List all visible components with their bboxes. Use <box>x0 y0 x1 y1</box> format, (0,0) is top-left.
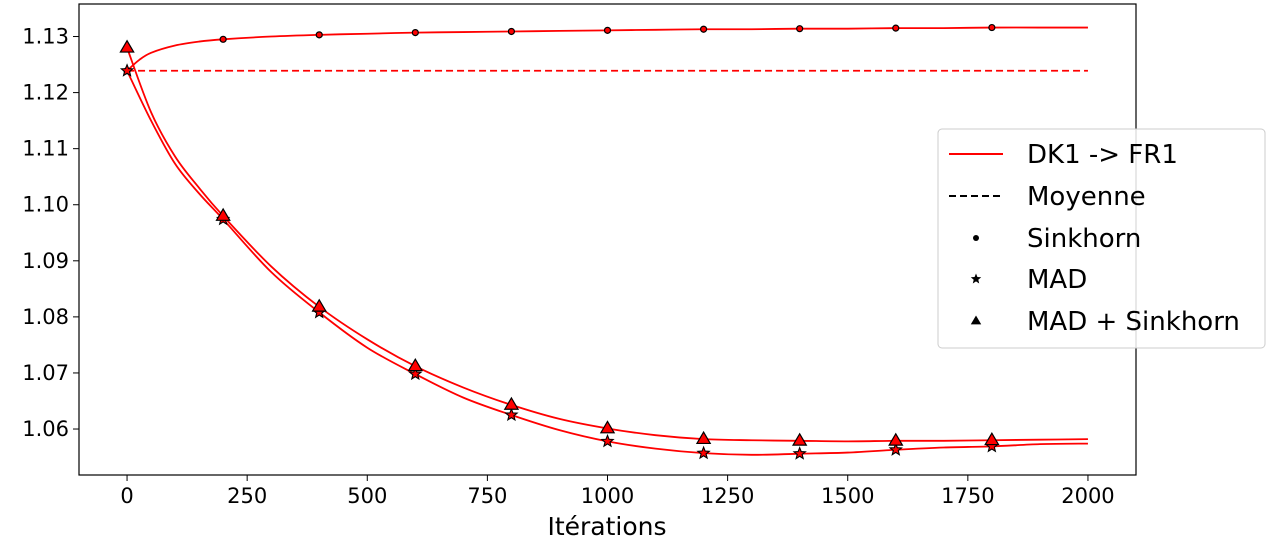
x-tick-label: 750 <box>467 484 507 508</box>
marker-mad-sinkhorn <box>215 207 231 221</box>
y-tick-label: 1.06 <box>22 417 69 441</box>
y-tick-label: 1.10 <box>22 193 69 217</box>
y-tick-label: 1.13 <box>22 25 69 49</box>
x-tick-label: 2000 <box>1061 484 1114 508</box>
marker-mad-sinkhorn <box>599 420 616 434</box>
marker-mad-sinkhorn <box>984 432 1000 446</box>
marker-mad <box>792 446 807 460</box>
x-tick-label: 1250 <box>701 484 754 508</box>
marker-mad-sinkhorn <box>119 39 135 53</box>
marker-mad-sinkhorn <box>407 358 424 372</box>
series-line-mad-sinkhorn <box>126 47 1088 443</box>
marker-mad <box>888 442 903 456</box>
marker-mad-sinkhorn <box>311 298 327 312</box>
x-tick-label: 1750 <box>941 484 994 508</box>
legend-swatch-mad <box>970 273 982 284</box>
marker-mad-sinkhorn <box>695 430 712 445</box>
legend-label-dk1-fr1: DK1 -> FR1 <box>1027 140 1178 170</box>
marker-mad <box>696 445 711 460</box>
marker-sinkhorn <box>411 28 419 37</box>
legend-box <box>937 128 1266 349</box>
marker-sinkhorn <box>603 26 612 34</box>
marker-mad-sinkhorn <box>503 396 520 410</box>
marker-mad-sinkhorn <box>888 432 904 446</box>
x-tick-label: 1500 <box>821 484 874 508</box>
legend-swatch-sinkhorn <box>973 235 979 241</box>
legend-items: DK1 -> FR1 Moyenne Sinkhorn MAD MAD + Sinkho… <box>949 140 1240 337</box>
series-line-mad <box>126 70 1088 456</box>
legend-label-sinkhorn: Sinkhorn <box>1027 224 1141 254</box>
y-tick-label: 1.09 <box>22 249 69 273</box>
marker-sinkhorn <box>796 25 804 33</box>
marker-sinkhorn <box>219 35 227 43</box>
y-tick-label: 1.08 <box>22 305 69 329</box>
series-layer <box>126 26 1088 456</box>
x-tick-label: 1000 <box>581 484 634 508</box>
marker-mad <box>408 366 423 381</box>
legend-swatch-mad-sinkhorn <box>970 315 982 325</box>
x-tick-label: 0 <box>120 484 133 508</box>
x-axis-ticks: 0 250 500 750 1000 1250 1500 1750 2000 <box>120 475 1115 508</box>
marker-mad <box>119 63 135 77</box>
y-tick-label: 1.12 <box>22 81 69 105</box>
x-tick-label: 500 <box>347 484 387 508</box>
legend-label-moyenne: Moyenne <box>1027 182 1146 212</box>
marker-layer <box>119 23 1000 460</box>
x-axis-title: Itérations <box>547 512 666 541</box>
legend-label-mad: MAD <box>1027 265 1087 295</box>
y-tick-label: 1.11 <box>22 137 69 161</box>
marker-sinkhorn <box>892 24 900 32</box>
y-tick-label: 1.07 <box>22 361 69 385</box>
legend-label-mad-sinkhorn: MAD + Sinkhorn <box>1027 307 1240 337</box>
series-line-sinkhorn <box>126 26 1088 72</box>
marker-mad-sinkhorn <box>791 432 808 446</box>
marker-mad <box>504 407 519 422</box>
legend: DK1 -> FR1 Moyenne Sinkhorn MAD MAD + Sinkho… <box>937 128 1266 349</box>
y-axis-ticks: 1.06 1.07 1.08 1.09 1.10 1.11 1.12 1.13 <box>22 25 79 441</box>
marker-mad <box>600 433 615 448</box>
marker-sinkhorn <box>988 23 996 32</box>
marker-sinkhorn <box>507 27 516 36</box>
marker-sinkhorn <box>699 25 708 33</box>
marker-sinkhorn <box>315 31 323 39</box>
x-tick-label: 250 <box>227 484 267 508</box>
